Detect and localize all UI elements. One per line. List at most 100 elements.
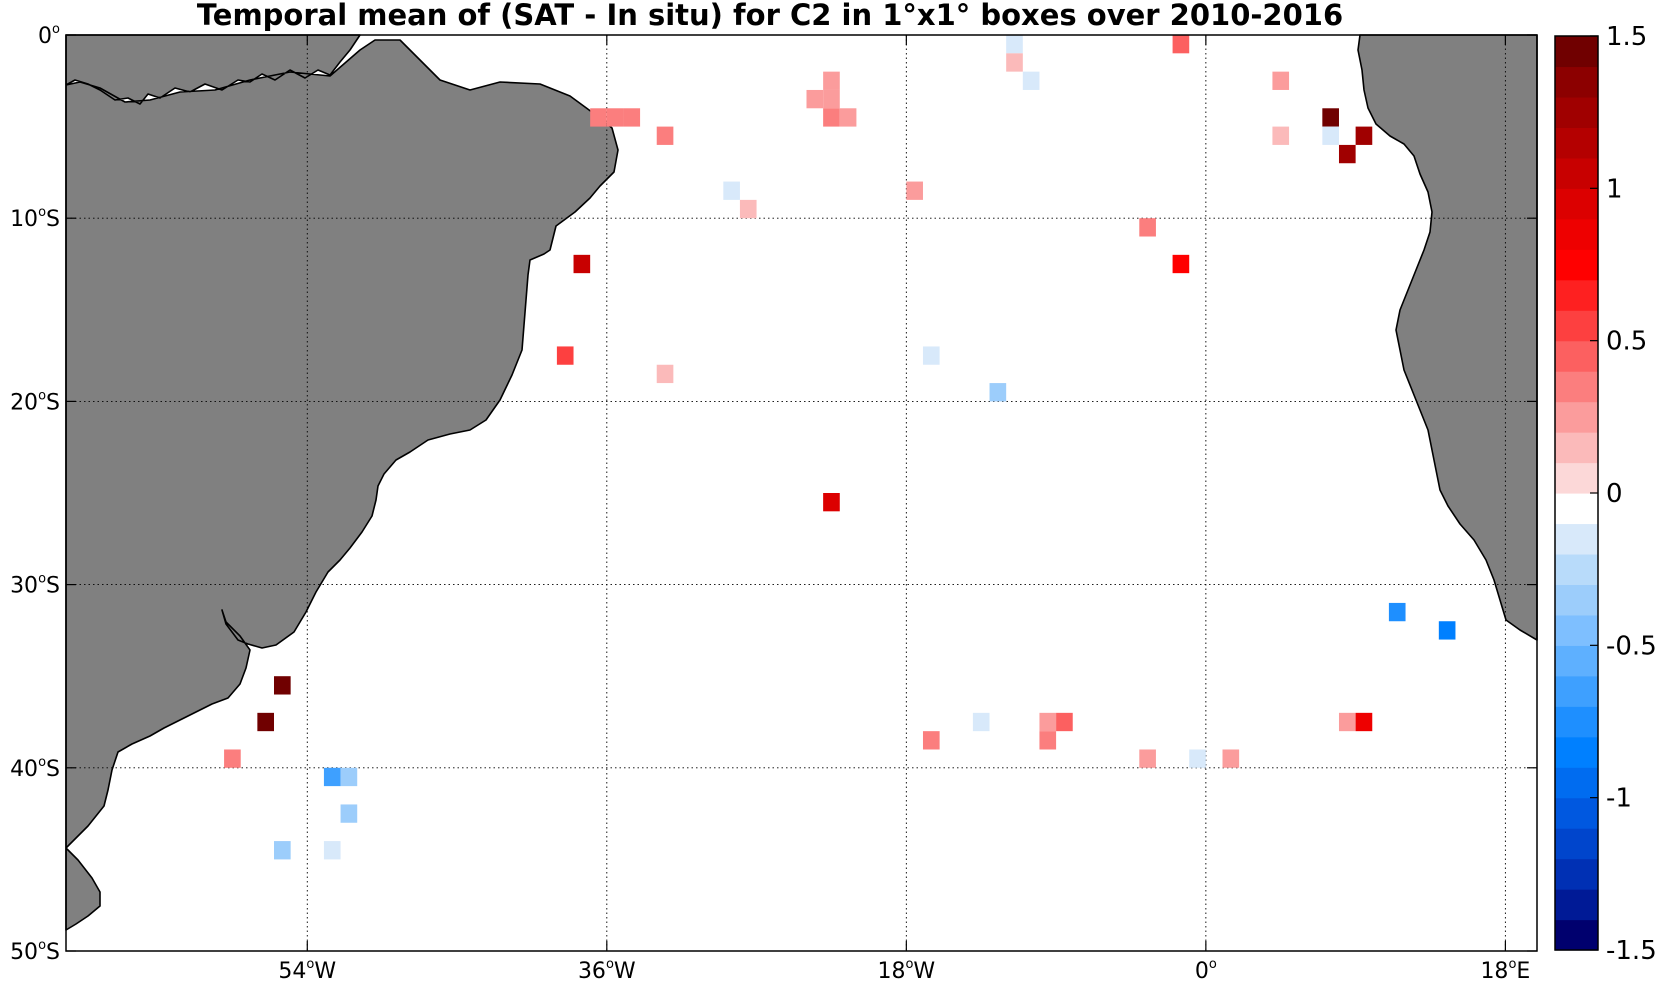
data-cell: [606, 108, 624, 127]
data-cell: [340, 804, 358, 823]
data-cell: [1322, 108, 1339, 127]
longitude-axis: 54oW 36oW 18oW 0o 18oE: [278, 35, 1530, 982]
colorbar-tick-label: -0.5: [1606, 631, 1657, 661]
colorbar-swatch: [1555, 279, 1598, 311]
y-tick-label: 20oS: [10, 388, 60, 415]
colorbar-swatch: [1555, 310, 1598, 342]
data-cell: [656, 126, 674, 145]
colorbar-swatch: [1555, 675, 1598, 707]
data-cell: [323, 767, 341, 787]
data-cell: [906, 181, 923, 200]
data-cell: [1338, 144, 1356, 164]
chart-title: Temporal mean of (SAT - In situ) for C2 …: [196, 0, 1344, 32]
data-cell: [806, 89, 824, 109]
colorbar-swatch: [1555, 249, 1598, 281]
colorbar-tick-label: -1.5: [1606, 936, 1657, 966]
colorbar-tick-label: 1.5: [1606, 22, 1647, 52]
y-tick-label: 40oS: [10, 755, 60, 782]
x-tick-label: 54oW: [278, 957, 336, 982]
colorbar-swatch: [1555, 462, 1598, 494]
colorbar-swatch: [1555, 340, 1598, 372]
data-cell: [1272, 126, 1290, 145]
x-tick-label: 0o: [1195, 957, 1217, 982]
data-cell: [823, 89, 840, 109]
colorbar-swatch: [1555, 919, 1598, 951]
colorbar-swatch: [1555, 889, 1598, 921]
colorbar-swatch: [1555, 36, 1598, 68]
data-cell: [590, 108, 607, 127]
data-cell: [1039, 731, 1057, 750]
data-cell: [989, 383, 1007, 402]
y-tick-label: 10oS: [10, 205, 60, 232]
colorbar-swatch: [1555, 493, 1598, 525]
data-cell: [1139, 218, 1156, 237]
africa-landmass: [1357, 34, 1538, 641]
colorbar-tick-label: 0.5: [1606, 327, 1647, 357]
colorbar-ticks: 1.5 1 0.5 0 -0.5 -1 -1.5: [1590, 22, 1657, 966]
south-america-landmass: [65, 34, 619, 931]
data-cell: [573, 254, 591, 274]
data-cell: [823, 493, 840, 512]
data-cell: [1222, 749, 1240, 768]
data-cell: [1322, 126, 1339, 145]
y-tick-label: 0o: [38, 22, 60, 49]
data-cell: [1006, 35, 1023, 54]
data-cell: [839, 108, 857, 127]
colorbar-swatch: [1555, 432, 1598, 464]
data-cell: [274, 676, 291, 695]
colorbar-swatch: [1555, 614, 1598, 646]
colorbar-swatch: [1555, 706, 1598, 738]
data-cell: [1139, 749, 1156, 768]
colorbar-swatch: [1555, 157, 1598, 189]
data-cell: [1056, 712, 1073, 732]
data-cell: [323, 841, 341, 860]
data-cell: [656, 364, 674, 384]
x-tick-label: 36oW: [578, 957, 636, 982]
x-tick-label: 18oE: [1480, 957, 1530, 982]
data-cell: [823, 71, 840, 90]
colorbar-tick-label: 1: [1606, 174, 1623, 204]
colorbar-swatch: [1555, 127, 1598, 159]
data-cell: [1355, 126, 1373, 145]
data-cell: [1006, 53, 1023, 72]
data-cell: [556, 346, 574, 365]
data-cell: [1355, 712, 1373, 732]
data-cell: [739, 199, 757, 219]
data-cell: [922, 731, 940, 750]
data-cell: [1438, 621, 1456, 640]
y-tick-label: 30oS: [10, 572, 60, 599]
data-cell: [823, 108, 840, 127]
colorbar-swatch: [1555, 767, 1598, 799]
colorbar-tick-label: 0: [1606, 479, 1623, 509]
colorbar-swatch: [1555, 96, 1598, 128]
data-cell: [1189, 749, 1206, 768]
colorbar-swatch: [1555, 645, 1598, 677]
data-cell: [1172, 254, 1190, 274]
data-cell: [1338, 712, 1356, 732]
data-cell: [340, 767, 358, 787]
data-cell: [257, 712, 275, 732]
data-cell: [723, 181, 740, 200]
data-cell: [1039, 712, 1057, 732]
data-cell: [922, 346, 940, 365]
colorbar-swatch: [1555, 858, 1598, 890]
colorbar-blocks: [1555, 36, 1598, 951]
colorbar-swatch: [1555, 188, 1598, 220]
data-cell: [224, 749, 241, 768]
data-cell: [1022, 71, 1040, 90]
data-cell: [972, 712, 990, 732]
colorbar-swatch: [1555, 66, 1598, 98]
colorbar-swatch: [1555, 553, 1598, 585]
y-tick-label: 50oS: [10, 938, 60, 965]
data-cells: [224, 35, 1456, 860]
colorbar-swatch: [1555, 371, 1598, 403]
data-cell: [1272, 71, 1290, 90]
colorbar-tick-label: -1: [1606, 784, 1632, 814]
map-frame: [65, 34, 1538, 952]
colorbar-swatch: [1555, 218, 1598, 250]
latitude-axis: 0o 10oS 20oS 30oS 40oS 50oS: [10, 22, 1537, 965]
data-cell: [623, 108, 641, 127]
colorbar-swatch: [1555, 401, 1598, 433]
